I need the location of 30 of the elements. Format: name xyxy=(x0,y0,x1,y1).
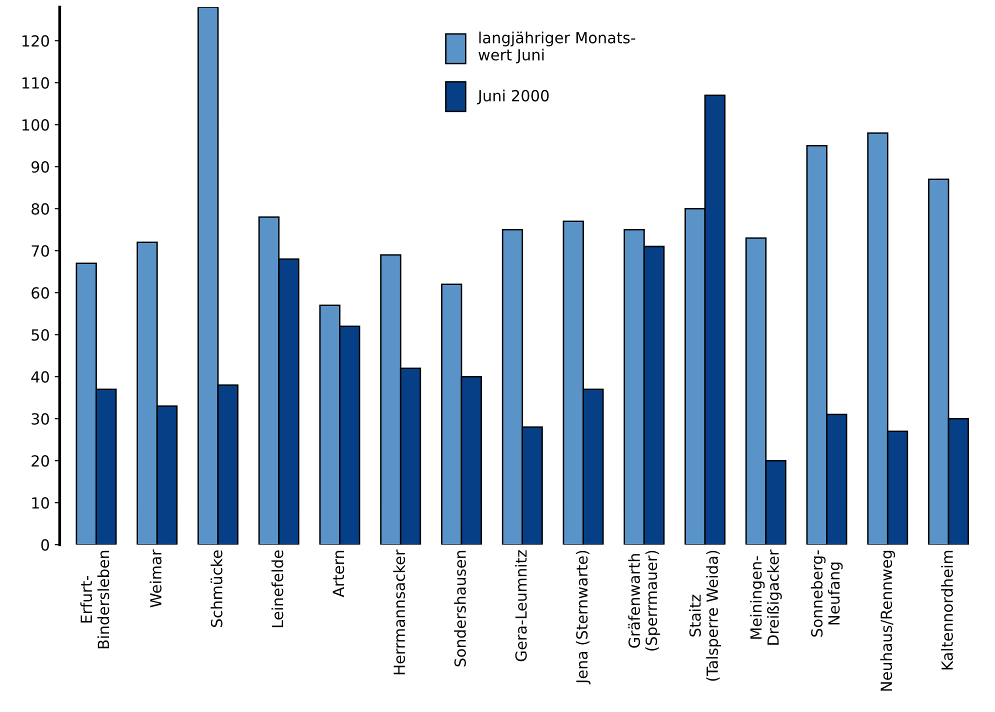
y-tick-label: 30 xyxy=(32,413,49,425)
y-tick-label: 120 xyxy=(22,35,49,47)
x-tick-label: Meiningen- Dreißigacker xyxy=(750,550,782,645)
x-tick-label: Jena (Sternwarte) xyxy=(576,550,591,684)
x-tick-label: Herrmannsacker xyxy=(393,550,406,674)
x-tick-label: Weimar xyxy=(150,550,162,608)
y-tick-label: 100 xyxy=(22,119,49,131)
x-tick-label: Leinefelde xyxy=(271,550,284,628)
legend-label: langjähriger Monats- wert Juni xyxy=(478,32,636,64)
y-tick-label: 90 xyxy=(32,161,49,173)
x-tick-label: Artern xyxy=(332,550,344,598)
y-tick-label: 50 xyxy=(32,329,49,341)
x-tick-label: Neuhaus/Rennweg xyxy=(880,550,896,691)
y-tick-label: 60 xyxy=(32,287,49,299)
x-tick-label: Sonneberg- Neufang xyxy=(810,550,843,637)
y-tick-label: 40 xyxy=(31,371,49,383)
x-tick-label: Schmücke xyxy=(210,550,222,627)
x-tick-label: Erfurt- Bindersleben xyxy=(80,550,110,648)
x-tick-label: Gräfenwarth (Sperrmauer) xyxy=(628,550,660,651)
y-tick-label: 110 xyxy=(22,77,49,89)
y-tick-label: 0 xyxy=(41,539,49,551)
x-tick-label: Gera-Leumnitz xyxy=(514,550,527,662)
x-tick-label: Kaltennordheim xyxy=(941,550,953,670)
y-tick-label: 70 xyxy=(32,245,49,257)
legend-label: Juni 2000 xyxy=(477,90,549,104)
y-tick-label: 20 xyxy=(32,455,49,467)
y-tick-label: 80 xyxy=(32,203,49,215)
x-tick-label: Sondershausen xyxy=(454,550,466,666)
y-tick-label: 10 xyxy=(32,497,49,509)
x-tick-label: Staitz (Talsperre Weida) xyxy=(689,550,721,681)
